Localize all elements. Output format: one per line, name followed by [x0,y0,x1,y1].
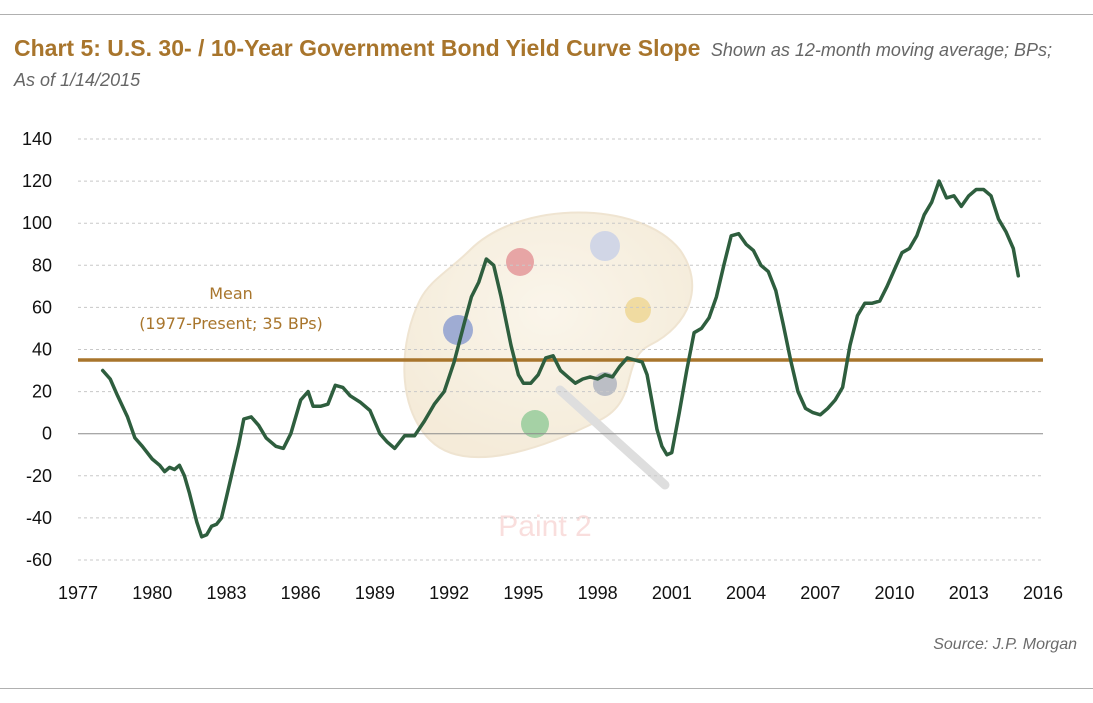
y-tick-label-9: -40 [26,508,52,528]
x-tick-label-1: 1980 [132,583,172,603]
mean-group: Mean (1977-Present; 35 BPs) [78,284,1043,362]
series-group [100,179,1021,539]
x-tick-label-11: 2010 [875,583,915,603]
y-tick-label-5: 40 [32,340,52,360]
chart-subtitle: Shown as 12-month moving average; BPs; A… [14,40,1053,90]
y-tick-label-8: -20 [26,466,52,486]
top-rule [0,14,1093,15]
x-tick-label-4: 1989 [355,583,395,603]
gridlines [78,138,1043,561]
watermark-text: Paint 2 [498,510,591,543]
mean-label-title: Mean [209,284,253,303]
x-tick-label-7: 1998 [578,583,618,603]
x-tick-label-9: 2004 [726,583,766,603]
x-tick-label-0: 1977 [58,583,98,603]
y-tick-label-1: 120 [22,171,52,191]
x-tick-label-12: 2013 [949,583,989,603]
title-block: Chart 5: U.S. 30- / 10-Year Government B… [14,34,1074,96]
source-note: Source: J.P. Morgan [933,636,1077,653]
bottom-rule [0,688,1093,689]
x-tick-label-13: 2016 [1023,583,1063,603]
y-tick-label-2: 100 [22,213,52,233]
y-tick-label-6: 20 [32,382,52,402]
x-tick-label-8: 2001 [652,583,692,603]
y-tick-label-7: 0 [42,424,52,444]
y-tick-label-10: -60 [26,550,52,570]
x-tick-label-10: 2007 [800,583,840,603]
x-tick-label-3: 1986 [281,583,321,603]
chart-title: Chart 5: U.S. 30- / 10-Year Government B… [14,35,701,61]
mean-label-detail: (1977-Present; 35 BPs) [139,314,323,333]
paint-palette-icon: Paint 2 [403,211,694,543]
x-tick-label-5: 1992 [429,583,469,603]
y-tick-label-0: 140 [22,129,52,149]
axes: 140 120 100 80 60 40 20 0 -20 -40 -60 1977 1980 1983 1… [22,129,1063,603]
x-tick-label-2: 1983 [206,583,246,603]
y-tick-label-3: 80 [32,255,52,275]
y-tick-label-4: 60 [32,297,52,317]
series-line-0 [100,179,1021,539]
x-tick-label-6: 1995 [503,583,543,603]
